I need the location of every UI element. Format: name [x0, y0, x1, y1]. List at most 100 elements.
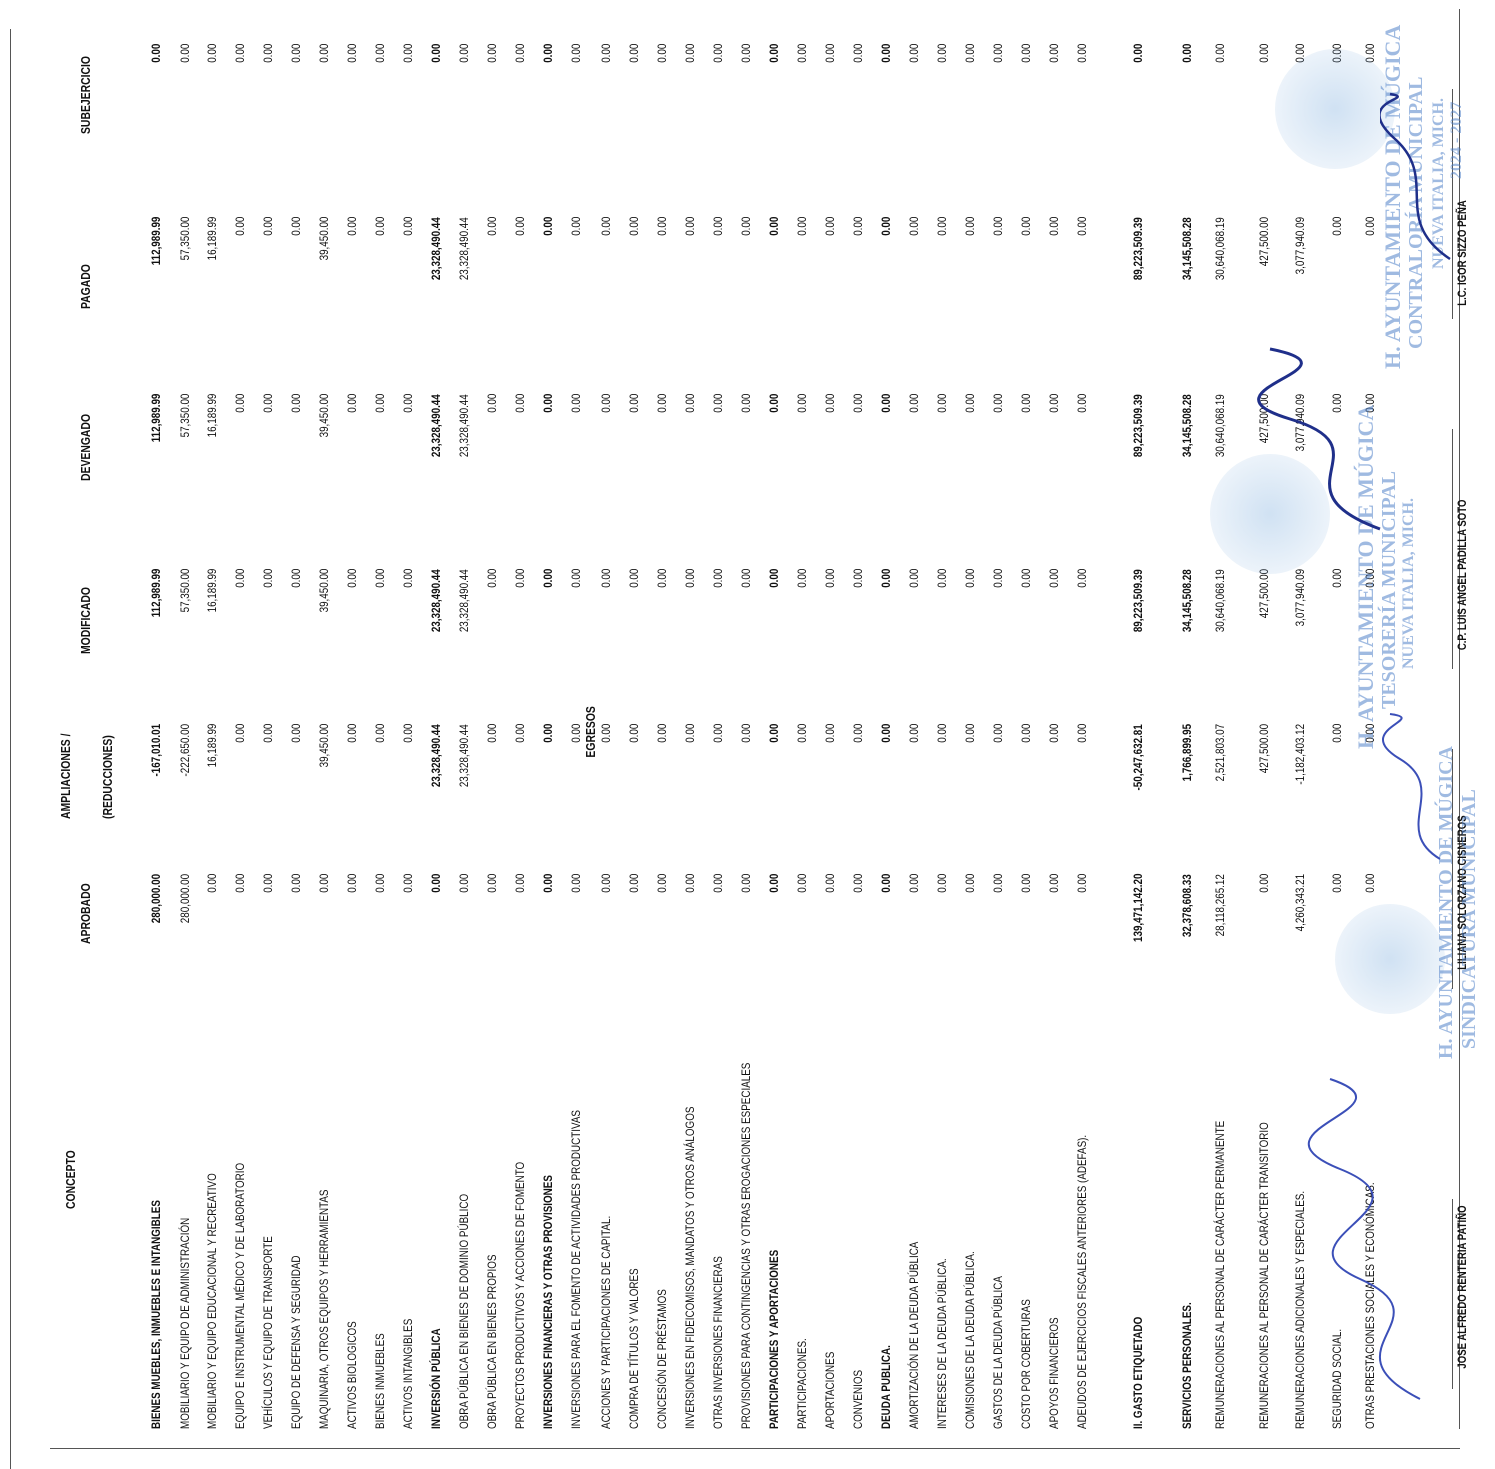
cell-pagado: 0.00 — [1047, 217, 1061, 237]
cell-ampliaciones: 0.00 — [655, 724, 669, 744]
cell-pagado: 0.00 — [1019, 217, 1033, 237]
signature-line-3 — [1452, 429, 1453, 669]
cell-modificado: 0.00 — [373, 569, 387, 589]
cell-pagado: 0.00 — [963, 217, 977, 237]
cell-ampliaciones: 0.00 — [541, 724, 555, 744]
cell-pagado: 0.00 — [1363, 217, 1377, 237]
cell-modificado: 34,145,508.28 — [1180, 569, 1194, 632]
cell-ampliaciones: -222,650.00 — [178, 724, 192, 777]
cell-ampliaciones: 1,766,899.95 — [1180, 724, 1194, 782]
cell-concepto: PROVISIONES PARA CONTINGENCIAS Y OTRAS E… — [739, 1062, 753, 1429]
seal-sindicatura — [1335, 904, 1445, 1014]
cell-modificado: 0.00 — [1075, 569, 1089, 589]
cell-concepto: AMORTIZACIÓN DE LA DEUDA PÚBLICA — [907, 1241, 921, 1429]
cell-modificado: 0.00 — [569, 569, 583, 589]
cell-aprobado: 0.00 — [233, 874, 247, 894]
cell-subejercicio: 0.00 — [879, 44, 893, 64]
cell-aprobado: 0.00 — [1047, 874, 1061, 894]
header-reducciones: (REDUCCIONES) — [100, 735, 115, 819]
cell-devengado: 0.00 — [823, 394, 837, 414]
cell-subejercicio: 0.00 — [683, 44, 697, 64]
cell-ampliaciones: 0.00 — [599, 724, 613, 744]
cell-ampliaciones: 0.00 — [1330, 724, 1344, 744]
cell-pagado: 0.00 — [289, 217, 303, 237]
cell-devengado: 23,328,490.44 — [429, 394, 443, 457]
cell-modificado: 0.00 — [795, 569, 809, 589]
cell-subejercicio: 0.00 — [178, 44, 192, 64]
cell-modificado: 3,077,940.09 — [1293, 569, 1307, 627]
cell-subejercicio: 0.00 — [541, 44, 555, 64]
cell-concepto: INVERSIONES EN FIDEICOMISOS, MANDATOS Y … — [683, 1106, 697, 1429]
cell-aprobado: 4,260,343.21 — [1293, 874, 1307, 932]
cell-aprobado: 0.00 — [205, 874, 219, 894]
cell-aprobado: 280,000.00 — [149, 874, 163, 924]
cell-devengado: 0.00 — [373, 394, 387, 414]
cell-ampliaciones: 0.00 — [485, 724, 499, 744]
cell-ampliaciones: 0.00 — [1075, 724, 1089, 744]
cell-pagado: 0.00 — [795, 217, 809, 237]
cell-subejercicio: 0.00 — [373, 44, 387, 64]
stamp-sindicatura: SINDICATURA MUNICIPAL — [1458, 789, 1480, 1049]
cell-aprobado: 0.00 — [289, 874, 303, 894]
cell-devengado: 0.00 — [851, 394, 865, 414]
cell-aprobado: 0.00 — [317, 874, 331, 894]
cell-aprobado: 0.00 — [401, 874, 415, 894]
cell-ampliaciones: 0.00 — [879, 724, 893, 744]
cell-concepto: APORTACIONES — [823, 1351, 837, 1429]
cell-pagado: 0.00 — [711, 217, 725, 237]
cell-modificado: 0.00 — [401, 569, 415, 589]
cell-ampliaciones: 0.00 — [907, 724, 921, 744]
cell-devengado: 0.00 — [711, 394, 725, 414]
cell-devengado: 0.00 — [513, 394, 527, 414]
cell-ampliaciones: 0.00 — [233, 724, 247, 744]
cell-devengado: 0.00 — [935, 394, 949, 414]
cell-subejercicio: 0.00 — [317, 44, 331, 64]
cell-subejercicio: 0.00 — [485, 44, 499, 64]
cell-devengado: 0.00 — [485, 394, 499, 414]
cell-aprobado: 0.00 — [569, 874, 583, 894]
cell-subejercicio: 0.00 — [935, 44, 949, 64]
cell-modificado: 0.00 — [1047, 569, 1061, 589]
cell-concepto: II. GASTO ETIQUETADO — [1131, 1316, 1145, 1429]
cell-devengado: 0.00 — [1047, 394, 1061, 414]
cell-modificado: 0.00 — [739, 569, 753, 589]
cell-modificado: 0.00 — [233, 569, 247, 589]
cell-concepto: OBRA PÚBLICA EN BIENES DE DOMINIO PÚBLIC… — [457, 1193, 471, 1429]
cell-concepto: BIENES MUEBLES, INMUEBLES E INTANGIBLES — [149, 1200, 163, 1429]
cell-pagado: 0.00 — [233, 217, 247, 237]
header-subejercicio: SUBEJERCICIO — [78, 55, 93, 134]
cell-devengado: 112,989.99 — [149, 394, 163, 443]
cell-pagado: 3,077,940.09 — [1293, 217, 1307, 275]
cell-concepto: SERVICIOS PERSONALES. — [1180, 1302, 1194, 1429]
cell-modificado: 0.00 — [655, 569, 669, 589]
cell-subejercicio: 0.00 — [991, 44, 1005, 64]
cell-concepto: VEHÍCULOS Y EQUIPO DE TRANSPORTE — [261, 1236, 275, 1429]
cell-subejercicio: 0.00 — [1180, 44, 1194, 64]
cell-modificado: 0.00 — [1019, 569, 1033, 589]
cell-ampliaciones: 0.00 — [345, 724, 359, 744]
cell-subejercicio: 0.00 — [513, 44, 527, 64]
cell-pagado: 34,145,508.28 — [1180, 217, 1194, 280]
cell-ampliaciones: 23,328,490.44 — [429, 724, 443, 787]
cell-devengado: 0.00 — [795, 394, 809, 414]
cell-aprobado: 0.00 — [767, 874, 781, 894]
cell-devengado: 0.00 — [541, 394, 555, 414]
cell-ampliaciones: 0.00 — [261, 724, 275, 744]
cell-aprobado: 0.00 — [879, 874, 893, 894]
cell-concepto: COMISIONES DE LA DEUDA PÚBLICA. — [963, 1251, 977, 1429]
cell-concepto: REMUNERACIONES AL PERSONAL DE CARÁCTER P… — [1213, 1120, 1227, 1429]
cell-aprobado: 0.00 — [1363, 874, 1377, 894]
cell-concepto: DEUDA PUBLICA. — [879, 1345, 893, 1429]
cell-modificado: 16,189.99 — [205, 569, 219, 613]
cell-aprobado: 139,471,142.20 — [1131, 874, 1145, 943]
cell-aprobado: 0.00 — [1019, 874, 1033, 894]
cell-modificado: 39,450.00 — [317, 569, 331, 613]
cell-concepto: ADEUDOS DE EJERCICIOS FISCALES ANTERIORE… — [1075, 1134, 1089, 1429]
cell-subejercicio: 0.00 — [599, 44, 613, 64]
seal-contraloria — [1275, 49, 1395, 169]
cell-modificado: 0.00 — [541, 569, 555, 589]
cell-devengado: 0.00 — [655, 394, 669, 414]
cell-pagado: 0.00 — [541, 217, 555, 237]
cell-subejercicio: 0.00 — [851, 44, 865, 64]
cell-ampliaciones: 2,521,803.07 — [1213, 724, 1227, 782]
